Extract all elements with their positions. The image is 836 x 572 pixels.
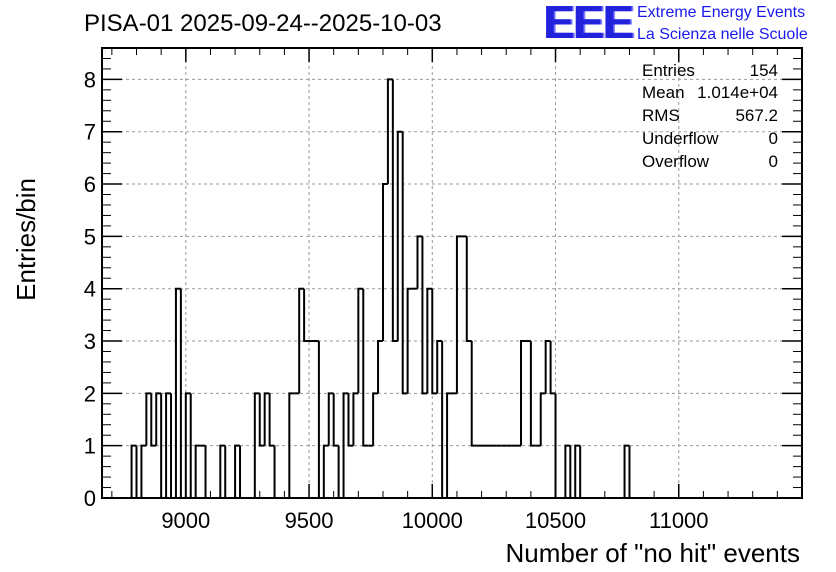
histogram-bin — [194, 444, 201, 498]
histogram-bin — [465, 236, 472, 343]
histogram-bin — [539, 392, 546, 446]
histogram-bin — [372, 392, 379, 446]
histogram-bin — [298, 287, 305, 394]
x-axis-label: Number of "no hit" events — [506, 538, 801, 568]
histogram-bin — [184, 392, 191, 498]
histogram-bin — [628, 445, 635, 499]
histogram-bin — [549, 341, 556, 395]
tick-marks — [102, 48, 802, 499]
x-tick-label: 9500 — [285, 508, 334, 533]
histogram-bin — [391, 79, 398, 343]
histogram-bin — [377, 340, 383, 394]
histogram-bin — [150, 393, 157, 447]
histogram-bin — [357, 287, 364, 394]
y-tick-label: 1 — [84, 434, 96, 459]
histogram-bin — [401, 131, 408, 395]
histogram-bin — [421, 236, 428, 395]
histogram-bin — [273, 445, 280, 499]
y-tick-label: 0 — [84, 486, 96, 511]
histogram-bin — [426, 287, 433, 394]
stat-mean-value: 1.014e+04 — [697, 83, 778, 102]
tick-labels: 9000 9500 10000 10500 11000 0 1 2 3 4 5 6 7 8 — [84, 67, 709, 533]
histogram-bin — [165, 392, 172, 498]
histogram-bin — [224, 445, 231, 499]
stat-mean-label: Mean — [642, 83, 685, 102]
histogram-bin — [263, 392, 270, 446]
histogram-bin — [579, 445, 586, 499]
logo-tagline-1: Extreme Energy Events — [637, 4, 806, 21]
histogram-bin — [145, 392, 152, 446]
eee-logo: EEE Extreme Energy Events La Scienza nel… — [543, 0, 836, 50]
logo-tagline-2: La Scienza nelle Scuole — [637, 26, 808, 43]
histogram-bin — [386, 78, 393, 185]
histogram-bin — [347, 393, 354, 447]
histogram-bin — [623, 444, 630, 498]
grid-lines — [102, 48, 802, 498]
histogram-bin — [327, 392, 334, 446]
histogram-bin — [574, 444, 581, 498]
stat-overflow-label: Overflow — [642, 152, 710, 171]
stats-box: Entries 154 Mean 1.014e+04 RMS 567.2 Und… — [642, 61, 778, 171]
histogram-bin — [219, 444, 226, 498]
histogram-bin — [544, 340, 551, 394]
histogram-bin — [332, 393, 339, 447]
stat-entries-value: 154 — [750, 61, 778, 80]
stat-underflow-label: Underflow — [642, 129, 719, 148]
stat-entries-label: Entries — [642, 61, 695, 80]
histogram-bin — [564, 444, 571, 498]
y-tick-label: 4 — [84, 277, 96, 302]
histogram-bin — [342, 392, 349, 498]
histogram-bin — [130, 444, 137, 498]
histogram-bin — [416, 235, 423, 289]
histogram-bin — [288, 392, 295, 498]
stat-rms-label: RMS — [642, 106, 680, 125]
histogram-bin — [322, 444, 329, 498]
y-tick-label: 7 — [84, 120, 96, 145]
y-tick-label: 6 — [84, 172, 96, 197]
x-tick-label: 9000 — [161, 508, 210, 533]
histogram-bin — [303, 288, 310, 343]
histogram-bin — [529, 341, 536, 447]
histogram-bin — [470, 341, 477, 447]
histogram-bin — [446, 392, 452, 498]
x-tick-label: 11000 — [649, 508, 709, 533]
histogram-bin — [239, 445, 245, 499]
plot-title: PISA-01 2025-09-24--2025-10-03 — [84, 10, 442, 37]
axes — [101, 47, 803, 499]
histogram-bin — [396, 130, 403, 342]
histogram-bin — [234, 444, 241, 498]
histogram-bin — [140, 444, 147, 498]
histogram-bin — [406, 287, 413, 394]
histogram-bin — [520, 340, 526, 446]
stat-underflow-value: 0 — [769, 129, 778, 148]
plot-frame — [101, 47, 803, 499]
histogram-bin — [436, 340, 443, 394]
x-tick-label: 10500 — [525, 508, 586, 533]
histogram-bin — [268, 393, 275, 447]
x-tick-label: 10000 — [402, 508, 463, 533]
stat-rms-value: 567.2 — [735, 106, 778, 125]
y-tick-label: 2 — [84, 381, 96, 406]
y-tick-label: 3 — [84, 329, 96, 354]
histogram-bin — [253, 392, 260, 498]
histogram-bin — [155, 392, 162, 446]
histogram-bin — [352, 392, 359, 446]
histogram-bin — [381, 183, 388, 342]
y-tick-label: 8 — [84, 67, 96, 92]
histogram-bin — [455, 235, 462, 394]
histogram-bin — [362, 288, 369, 447]
histogram-bin — [204, 445, 211, 499]
histogram-bin — [431, 288, 438, 395]
stat-overflow-value: 0 — [769, 152, 778, 171]
eee-logo-mark: EEE — [543, 0, 633, 48]
histogram-bin — [258, 393, 265, 447]
y-axis-label: Entries/bin — [11, 178, 41, 301]
y-tick-label: 5 — [84, 224, 96, 249]
histogram-bin — [174, 287, 181, 498]
